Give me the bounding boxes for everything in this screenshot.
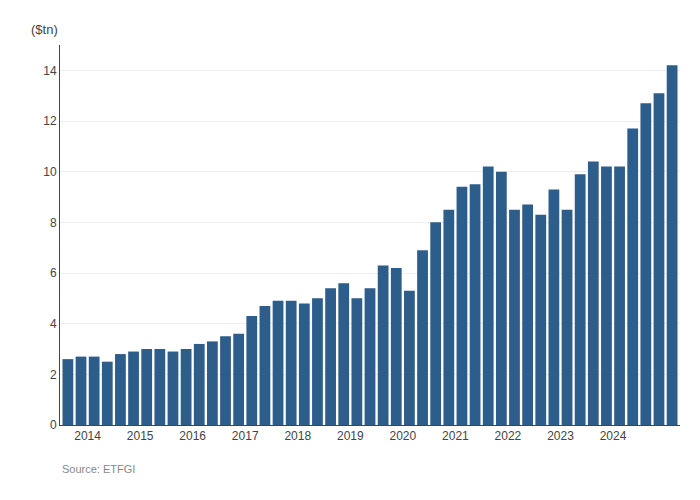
svg-text:2022: 2022 [495,429,522,443]
svg-text:2024: 2024 [600,429,627,443]
svg-text:Source: ETFGI: Source: ETFGI [62,463,135,475]
svg-text:6: 6 [50,266,57,280]
svg-text:2019: 2019 [337,429,364,443]
svg-text:2015: 2015 [127,429,154,443]
svg-text:2016: 2016 [179,429,206,443]
svg-text:($tn): ($tn) [31,22,58,37]
svg-text:2: 2 [50,368,57,382]
svg-text:10: 10 [43,165,57,179]
svg-text:2014: 2014 [74,429,101,443]
svg-text:2020: 2020 [389,429,416,443]
svg-text:2023: 2023 [547,429,574,443]
svg-text:14: 14 [43,64,57,78]
svg-text:2017: 2017 [232,429,259,443]
svg-text:12: 12 [43,114,57,128]
svg-text:8: 8 [50,216,57,230]
svg-text:4: 4 [50,317,57,331]
svg-text:2021: 2021 [442,429,469,443]
svg-text:2018: 2018 [284,429,311,443]
svg-text:0: 0 [50,418,57,432]
